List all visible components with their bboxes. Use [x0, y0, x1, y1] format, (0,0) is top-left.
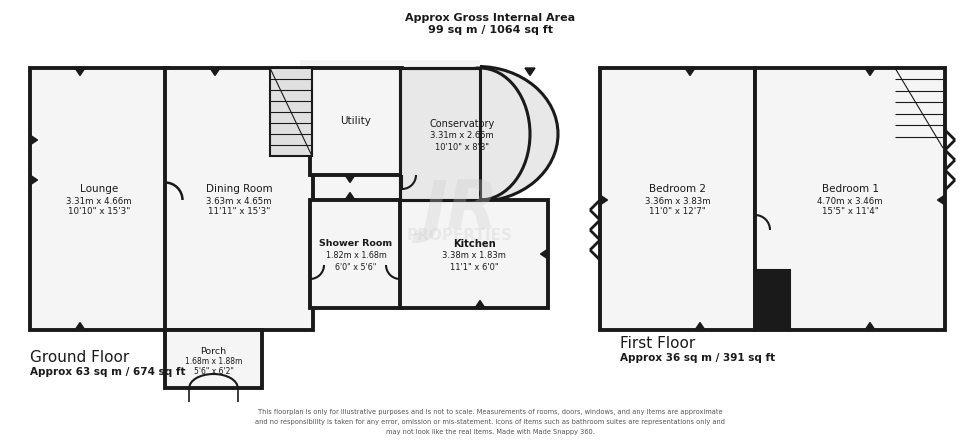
- Ellipse shape: [430, 68, 530, 200]
- Text: Approx 63 sq m / 674 sq ft: Approx 63 sq m / 674 sq ft: [30, 367, 185, 377]
- Polygon shape: [30, 135, 37, 145]
- Text: may not look like the real items. Made with Made Snappy 360.: may not look like the real items. Made w…: [385, 429, 595, 435]
- Text: 6'0" x 5'6": 6'0" x 5'6": [335, 263, 376, 272]
- Text: and no responsibility is taken for any error, omission or mis-statement. Icons o: and no responsibility is taken for any e…: [255, 419, 725, 425]
- Text: 1.68m x 1.88m: 1.68m x 1.88m: [185, 358, 242, 367]
- Polygon shape: [475, 301, 485, 308]
- Polygon shape: [695, 322, 705, 330]
- Polygon shape: [865, 322, 875, 330]
- Text: Shower Room: Shower Room: [319, 240, 393, 248]
- Text: 10'10" x 8'8": 10'10" x 8'8": [435, 144, 489, 153]
- Text: 4.70m x 3.46m: 4.70m x 3.46m: [817, 197, 883, 206]
- Bar: [30, 68, 168, 330]
- Polygon shape: [541, 249, 548, 259]
- Text: Conservatory: Conservatory: [429, 119, 495, 129]
- Bar: [895, 68, 943, 148]
- Bar: [310, 200, 402, 308]
- Text: Lounge: Lounge: [80, 184, 119, 194]
- Polygon shape: [600, 195, 608, 205]
- Bar: [400, 68, 480, 200]
- Text: Kitchen: Kitchen: [453, 239, 495, 249]
- Text: Approx Gross Internal Area: Approx Gross Internal Area: [405, 13, 575, 23]
- Text: Bedroom 2: Bedroom 2: [649, 184, 706, 194]
- Bar: [600, 68, 755, 330]
- Bar: [165, 68, 313, 330]
- Text: JR: JR: [422, 177, 498, 243]
- Polygon shape: [210, 68, 220, 75]
- Text: First Floor: First Floor: [620, 336, 695, 351]
- Text: Porch: Porch: [201, 347, 226, 355]
- Text: Ground Floor: Ground Floor: [30, 351, 129, 366]
- Text: 10'10" x 15'3": 10'10" x 15'3": [68, 207, 130, 216]
- Bar: [755, 270, 790, 330]
- Text: PROPERTIES: PROPERTIES: [407, 227, 513, 243]
- Polygon shape: [345, 175, 355, 182]
- Text: 11'11" x 15'3": 11'11" x 15'3": [208, 207, 270, 216]
- Polygon shape: [525, 68, 535, 75]
- Polygon shape: [30, 175, 37, 185]
- Text: 3.36m x 3.83m: 3.36m x 3.83m: [645, 197, 710, 206]
- Text: 1.82m x 1.68m: 1.82m x 1.68m: [325, 252, 386, 260]
- Text: 11'0" x 12'7": 11'0" x 12'7": [649, 207, 706, 216]
- Polygon shape: [685, 68, 695, 75]
- Text: Bedroom 1: Bedroom 1: [821, 184, 878, 194]
- Text: 15'5" x 11'4": 15'5" x 11'4": [821, 207, 878, 216]
- Text: 11'1" x 6'0": 11'1" x 6'0": [450, 263, 498, 272]
- Polygon shape: [75, 68, 85, 75]
- Text: 3.31m x 4.66m: 3.31m x 4.66m: [67, 197, 132, 206]
- Bar: [165, 330, 262, 388]
- Bar: [755, 68, 945, 330]
- Text: Dining Room: Dining Room: [206, 184, 272, 194]
- Ellipse shape: [398, 66, 558, 202]
- Bar: [400, 200, 548, 308]
- Polygon shape: [938, 195, 945, 205]
- Text: 3.38m x 1.83m: 3.38m x 1.83m: [442, 252, 506, 260]
- Text: This floorplan is only for illustrative purposes and is not to scale. Measuremen: This floorplan is only for illustrative …: [258, 409, 722, 415]
- Text: 5'6" x 6'2": 5'6" x 6'2": [194, 368, 233, 376]
- Text: 3.31m x 2.65m: 3.31m x 2.65m: [430, 132, 494, 140]
- Bar: [310, 68, 402, 175]
- Polygon shape: [75, 322, 85, 330]
- Bar: [270, 68, 312, 156]
- Polygon shape: [345, 193, 355, 200]
- Text: Approx 36 sq m / 391 sq ft: Approx 36 sq m / 391 sq ft: [620, 353, 775, 363]
- Text: 99 sq m / 1064 sq ft: 99 sq m / 1064 sq ft: [427, 25, 553, 35]
- Text: Utility: Utility: [341, 116, 371, 127]
- Bar: [300, 60, 480, 210]
- Polygon shape: [865, 68, 875, 75]
- Text: 3.63m x 4.65m: 3.63m x 4.65m: [206, 197, 271, 206]
